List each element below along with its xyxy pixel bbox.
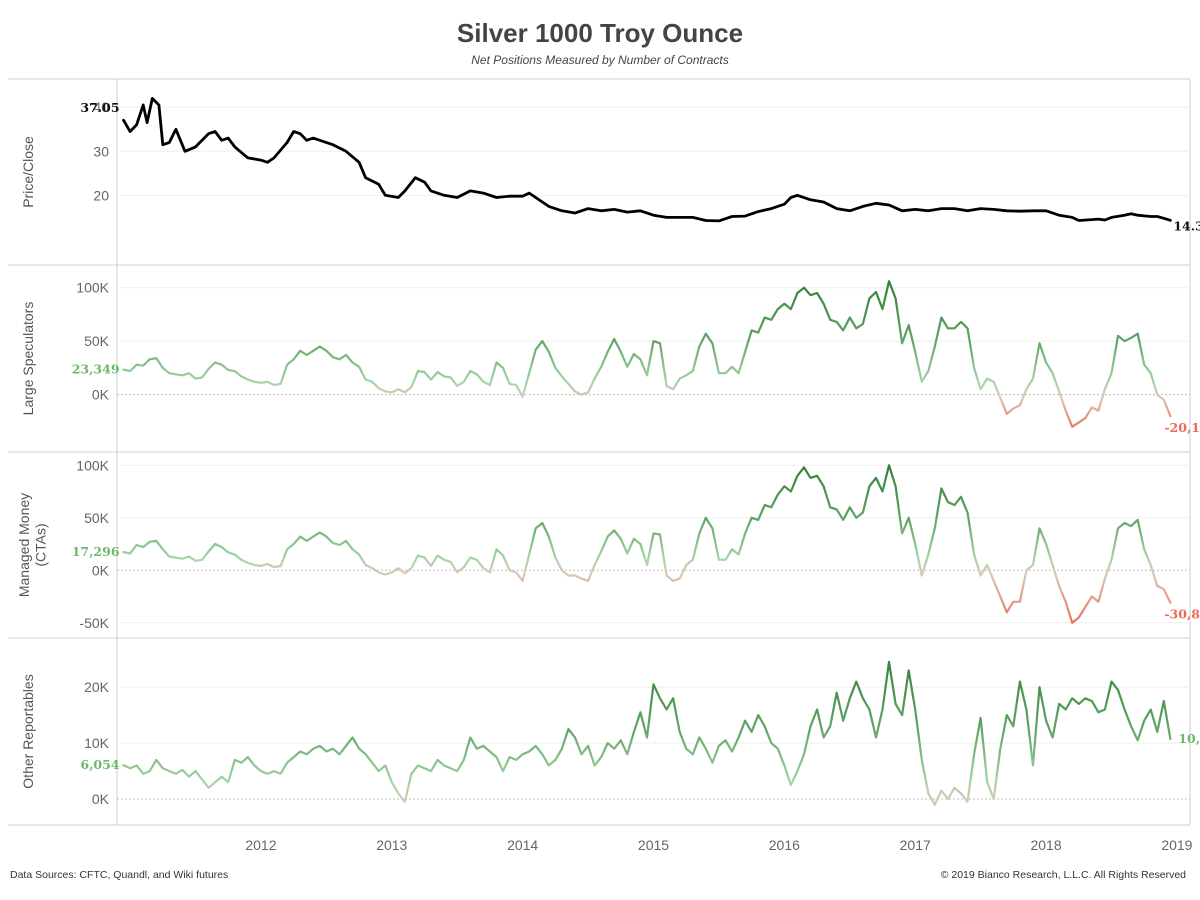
panel-0: 40 30 20 Price/Close 37.05 14.33 bbox=[20, 97, 1200, 233]
x-tick-label: 2015 bbox=[638, 837, 669, 853]
y-tick-label: 10K bbox=[84, 735, 110, 751]
x-tick-label: 2019 bbox=[1161, 837, 1192, 853]
y-axis-label: Other Reportables bbox=[20, 674, 36, 788]
x-tick-label: 2018 bbox=[1030, 837, 1061, 853]
y-axis-label: Managed Money(CTAs) bbox=[16, 493, 49, 597]
y-tick-label: 50K bbox=[84, 333, 110, 349]
x-axis: 2012 2013 2014 2015 2016 2017 2018 2019 bbox=[245, 837, 1192, 853]
y-axis-label: Large Speculators bbox=[20, 302, 36, 416]
y-tick-label: 0K bbox=[92, 562, 110, 578]
panel-3: 20K 10K 0K Other Reportables 6,054 10,746 bbox=[8, 637, 1200, 807]
panel-2: 100K 50K 0K -50K Managed Money(CTAs) 17,296 -3… bbox=[8, 451, 1200, 631]
series-line bbox=[122, 464, 1172, 624]
start-value-label: 37.05 bbox=[80, 100, 119, 115]
start-value-label: 17,296 bbox=[72, 544, 120, 559]
y-tick-label: -50K bbox=[79, 615, 109, 631]
series-line bbox=[122, 280, 1172, 428]
y-tick-label: 0K bbox=[92, 791, 110, 807]
series-line bbox=[122, 660, 1172, 806]
y-tick-label: 20K bbox=[84, 679, 110, 695]
chart-title: Silver 1000 Troy Ounce bbox=[456, 18, 744, 48]
end-value-label: 14.33 bbox=[1173, 218, 1200, 233]
x-tick-label: 2012 bbox=[245, 837, 276, 853]
y-tick-label: 20 bbox=[93, 187, 109, 203]
end-value-label: -30,860 bbox=[1164, 607, 1200, 622]
y-axis-label: Price/Close bbox=[20, 136, 36, 208]
chart-subtitle: Net Positions Measured by Number of Cont… bbox=[471, 53, 729, 67]
y-tick-label: 30 bbox=[93, 143, 109, 159]
y-tick-label: 40 bbox=[93, 99, 109, 115]
y-tick-label: 100K bbox=[76, 280, 109, 296]
series-line bbox=[122, 97, 1172, 223]
y-tick-label: 0K bbox=[92, 387, 110, 403]
start-value-label: 23,349 bbox=[72, 362, 120, 377]
end-value-label: 10,746 bbox=[1178, 731, 1200, 746]
x-tick-label: 2017 bbox=[900, 837, 931, 853]
copyright-note: © 2019 Bianco Research, L.L.C. All Right… bbox=[940, 869, 1186, 881]
y-tick-label: 50K bbox=[84, 510, 110, 526]
panel-1: 100K 50K 0K Large Speculators 23,349 -20,114 bbox=[8, 264, 1200, 435]
end-value-label: -20,114 bbox=[1164, 420, 1200, 435]
x-tick-label: 2016 bbox=[769, 837, 800, 853]
data-sources-note: Data Sources: CFTC, Quandl, and Wiki fut… bbox=[10, 869, 229, 881]
panels-layer: 40 30 20 Price/Close 37.05 14.33 100K 50K 0K Larg… bbox=[8, 78, 1200, 826]
start-value-label: 6,054 bbox=[80, 757, 119, 772]
y-tick-label: 100K bbox=[76, 457, 109, 473]
x-tick-label: 2014 bbox=[507, 837, 538, 853]
x-tick-label: 2013 bbox=[376, 837, 407, 853]
